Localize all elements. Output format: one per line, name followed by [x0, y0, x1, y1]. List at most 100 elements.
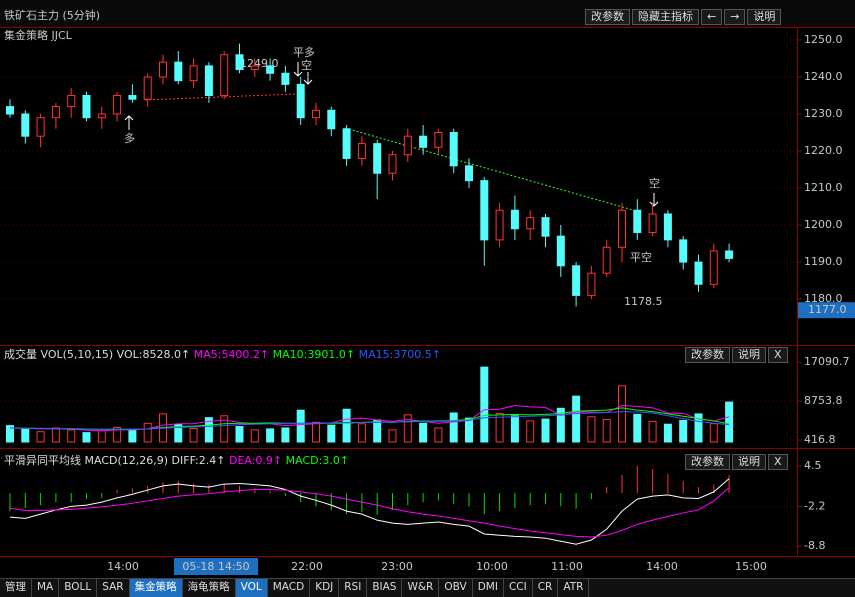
- ma15-label: MA15:3700.5↑: [359, 348, 441, 361]
- candle-body: [648, 213, 657, 233]
- volume-bar: [51, 427, 60, 443]
- tab[interactable]: SAR: [97, 579, 130, 597]
- candle-body: [357, 143, 366, 159]
- panel-button[interactable]: 说明: [732, 454, 766, 470]
- panel-button[interactable]: X: [768, 454, 788, 470]
- candle-body: [204, 65, 213, 96]
- candle-body: [250, 65, 259, 71]
- y-tick-label: -2.2: [804, 499, 825, 512]
- candle-body: [21, 113, 30, 137]
- volume-bar: [495, 412, 504, 443]
- indicator-line: [9, 487, 730, 538]
- panel-button[interactable]: X: [768, 347, 788, 363]
- candle-body: [633, 209, 642, 233]
- panel-button[interactable]: 改参数: [685, 454, 730, 470]
- tab[interactable]: 海龟策略: [183, 579, 236, 597]
- volume-bar: [220, 415, 229, 443]
- volume-bar: [434, 427, 443, 443]
- last-price-box: [798, 302, 855, 319]
- signal-arrow: [124, 115, 134, 130]
- volume-bar: [541, 418, 550, 443]
- volume-bar: [373, 419, 382, 443]
- header-buttons: 改参数 隐藏主指标 ← → 说明: [585, 9, 782, 25]
- volume-bar: [633, 413, 642, 443]
- tab[interactable]: 管理: [0, 579, 32, 597]
- y-tick-label: 1230.0: [804, 107, 843, 120]
- vol-label: 成交量 VOL(5,10,15) VOL:8528.0↑: [4, 347, 190, 361]
- signal-arrow: [293, 62, 313, 85]
- volume-bar: [21, 428, 30, 443]
- strategy-label: 集金策略 JJCL: [4, 28, 73, 42]
- tab[interactable]: W&R: [402, 579, 440, 597]
- candle-body: [296, 83, 305, 119]
- candle-body: [82, 94, 91, 119]
- volume-bar: [82, 432, 91, 443]
- macd-buttons: 改参数 说明 X: [685, 454, 788, 470]
- y-tick-label: 1210.0: [804, 181, 843, 194]
- tab[interactable]: BIAS: [367, 579, 403, 597]
- header-button[interactable]: ←: [701, 9, 723, 25]
- candle-body: [663, 213, 672, 241]
- candle-body: [587, 272, 596, 296]
- header-button[interactable]: 说明: [747, 9, 782, 25]
- candle-body: [342, 128, 351, 159]
- candle-body: [97, 113, 106, 119]
- volume-bar: [663, 423, 672, 443]
- tab[interactable]: DMI: [473, 579, 504, 597]
- tab[interactable]: VOL: [235, 579, 268, 597]
- tab[interactable]: CR: [533, 579, 559, 597]
- y-tick-label: 1240.0: [804, 70, 843, 83]
- candle-body: [6, 106, 14, 115]
- x-tick-label: 14:00: [107, 560, 139, 573]
- indicator-header: 平滑异同平均线 MACD(12,26,9) DIFF:2.4↑ DEA:0.9↑…: [4, 453, 349, 467]
- signal-label: 空: [649, 176, 660, 190]
- candle-body: [419, 135, 428, 148]
- volume-bar: [602, 419, 611, 443]
- volume-bar: [342, 408, 351, 443]
- low-label: 1178.5: [624, 295, 663, 308]
- volume-bar: [235, 426, 244, 443]
- volume-bar: [250, 429, 259, 443]
- signal-label: 多: [124, 131, 135, 145]
- candle-body: [434, 132, 443, 148]
- x-tick-label: 10:00: [476, 560, 508, 573]
- tab[interactable]: MA: [32, 579, 60, 597]
- panel-button[interactable]: 改参数: [685, 347, 730, 363]
- volume-bar: [618, 385, 626, 443]
- volume-bar: [204, 417, 213, 443]
- x-tick-label: 23:00: [381, 560, 413, 573]
- volume-bar: [480, 366, 489, 443]
- volume-bar: [113, 426, 122, 443]
- tab[interactable]: 集金策略: [129, 579, 183, 597]
- y-tick-label: 416.8: [804, 433, 836, 446]
- y-tick-label: 4.5: [804, 459, 822, 472]
- indicator-line: [9, 478, 730, 545]
- candle-body: [189, 65, 198, 82]
- tab[interactable]: OBV: [439, 579, 473, 597]
- header-button[interactable]: →: [724, 9, 746, 25]
- y-tick-label: 1250.0: [804, 33, 843, 46]
- tab[interactable]: BOLL: [59, 579, 98, 597]
- y-tick-label: -8.8: [804, 539, 825, 552]
- indicator-header: 成交量 VOL(5,10,15) VOL:8528.0↑ MA5:5400.2↑…: [4, 347, 441, 361]
- tab[interactable]: KDJ: [310, 579, 340, 597]
- tab[interactable]: CCI: [504, 579, 533, 597]
- volume-bar: [36, 431, 45, 443]
- tab[interactable]: RSI: [339, 579, 368, 597]
- tab[interactable]: ATR: [558, 579, 590, 597]
- cursor-box: [174, 558, 258, 575]
- cursor-time: 05-18 14:50: [182, 560, 249, 573]
- volume-bar: [312, 421, 320, 443]
- candle-body: [113, 94, 122, 115]
- header-button[interactable]: 隐藏主指标: [632, 9, 699, 25]
- volume-bar: [449, 412, 458, 443]
- panel-button[interactable]: 说明: [732, 347, 766, 363]
- y-tick-label: 1200.0: [804, 218, 843, 231]
- candle-body: [725, 250, 734, 259]
- tab[interactable]: MACD: [268, 579, 311, 597]
- candle-body: [373, 143, 382, 174]
- volume-bar: [128, 428, 137, 443]
- header-button[interactable]: 改参数: [585, 9, 630, 25]
